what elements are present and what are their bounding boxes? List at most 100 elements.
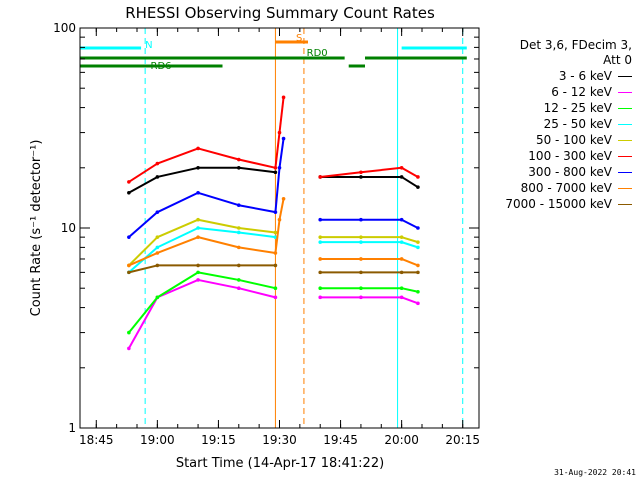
series-0-segment — [128, 176, 158, 194]
x-tick-label-4: 19:45 — [323, 433, 358, 447]
series-7-segment — [197, 236, 240, 249]
series-2-segment — [238, 278, 276, 290]
legend: Det 3,6, FDecim 3, Att 0 3 - 6 keV 6 - 12… — [478, 38, 632, 212]
series-4-segment — [401, 236, 419, 244]
series-7-segment — [238, 246, 276, 254]
x-tick-label-2: 19:15 — [201, 433, 236, 447]
vertical-markers — [79, 28, 464, 428]
series-2-segment — [197, 271, 239, 281]
series-0-segment — [157, 166, 199, 178]
series-8-point — [273, 263, 278, 268]
legend-label: 7000 - 15000 keV — [505, 197, 612, 211]
legend-swatch — [618, 203, 632, 205]
series-6-segment — [156, 191, 199, 214]
series-6 — [127, 136, 420, 239]
y-axis-label: Count Rate (s⁻¹ detector⁻¹) — [29, 140, 44, 317]
series-5-segment — [320, 171, 362, 178]
series-2 — [127, 270, 420, 335]
legend-swatch — [618, 139, 632, 141]
series-4-segment — [128, 236, 159, 267]
series-3 — [127, 226, 420, 275]
series-5-segment — [278, 97, 285, 133]
series-6-point — [281, 136, 286, 141]
series-5-segment — [274, 132, 281, 168]
series-4-segment — [156, 218, 199, 239]
series-6-segment — [128, 211, 159, 238]
legend-entry-6: 300 - 800 keV — [478, 164, 632, 180]
series-6-segment — [401, 218, 419, 229]
series-6-point — [416, 226, 420, 230]
series-8-point — [416, 270, 420, 275]
series-2-segment — [156, 271, 199, 299]
legend-swatch — [618, 91, 632, 93]
state-label-S: S — [296, 33, 302, 44]
series-0-segment — [238, 166, 276, 174]
series-1-point — [416, 301, 420, 306]
series-3-segment — [197, 227, 239, 234]
series-6-segment — [274, 167, 281, 213]
legend-entry-8: 7000 - 15000 keV — [478, 196, 632, 212]
series-4 — [127, 217, 420, 268]
legend-label: 25 - 50 keV — [543, 117, 612, 131]
legend-title-line2: Att 0 — [603, 53, 632, 67]
legend-label: 100 - 300 keV — [528, 149, 612, 163]
series-3-point — [416, 245, 420, 250]
legend-swatch — [618, 155, 632, 157]
x-tick-label-1: 19:00 — [140, 433, 175, 447]
series-0 — [127, 165, 420, 195]
series-2-point — [416, 289, 420, 294]
series-1-segment — [238, 287, 276, 299]
legend-entries: 3 - 6 keV 6 - 12 keV 12 - 25 keV 25 - 50 ke… — [478, 68, 632, 212]
series-3-segment — [156, 227, 199, 249]
y-tick-label-2: 100 — [53, 21, 76, 35]
series-4-segment — [197, 218, 239, 229]
y-tick-label-0: 1 — [68, 421, 76, 435]
series-5-segment — [157, 147, 199, 165]
series-2-segment — [128, 296, 159, 334]
legend-label: 12 - 25 keV — [543, 101, 612, 115]
series-4-point — [416, 240, 420, 244]
series-7-segment — [128, 252, 158, 267]
axis-ticks: 18:45 19:00 19:15 19:30 19:45 20:00 20:15 1 10 10… — [53, 21, 480, 447]
legend-label: 50 - 100 keV — [535, 133, 612, 147]
series-2-point — [273, 286, 278, 291]
plot-timestamp: 31-Aug-2022 20:41 — [554, 468, 636, 477]
series-3-segment — [238, 231, 276, 239]
series-6-segment — [278, 138, 285, 168]
series-7-point — [416, 263, 420, 268]
chart-title: RHESSI Observing Summary Count Rates — [125, 4, 435, 22]
series-5-segment — [360, 166, 402, 174]
series-7-point — [281, 196, 286, 201]
series-5-point — [281, 95, 286, 100]
series-5-segment — [128, 162, 158, 183]
legend-label: 3 - 6 keV — [558, 69, 612, 83]
legend-entry-1: 6 - 12 keV — [478, 84, 632, 100]
series-1-point — [273, 295, 278, 300]
series-layer — [127, 95, 420, 351]
series-2-segment — [401, 287, 419, 293]
series-5-segment — [401, 166, 419, 178]
series-0-point — [416, 185, 420, 189]
x-tick-label-6: 20:15 — [445, 433, 480, 447]
legend-title-line1: Det 3,6, FDecim 3, — [519, 38, 632, 52]
series-4-segment — [238, 227, 276, 234]
series-6-segment — [238, 204, 276, 214]
series-5-segment — [197, 147, 240, 161]
legend-entry-2: 12 - 25 keV — [478, 100, 632, 116]
series-8 — [127, 263, 420, 275]
series-7 — [127, 196, 420, 268]
series-7-segment — [274, 219, 281, 254]
series-1-segment — [197, 278, 239, 290]
x-tick-label-3: 19:30 — [262, 433, 297, 447]
series-7-segment — [156, 236, 199, 254]
legend-entry-0: 3 - 6 keV — [478, 68, 632, 84]
legend-swatch — [618, 107, 632, 109]
legend-swatch — [618, 171, 632, 173]
legend-entry-4: 50 - 100 keV — [478, 132, 632, 148]
y-tick-label-1: 10 — [61, 221, 76, 235]
legend-label: 300 - 800 keV — [528, 165, 612, 179]
series-3-segment — [401, 241, 419, 249]
legend-entry-7: 800 - 7000 keV — [478, 180, 632, 196]
legend-entry-3: 25 - 50 keV — [478, 116, 632, 132]
